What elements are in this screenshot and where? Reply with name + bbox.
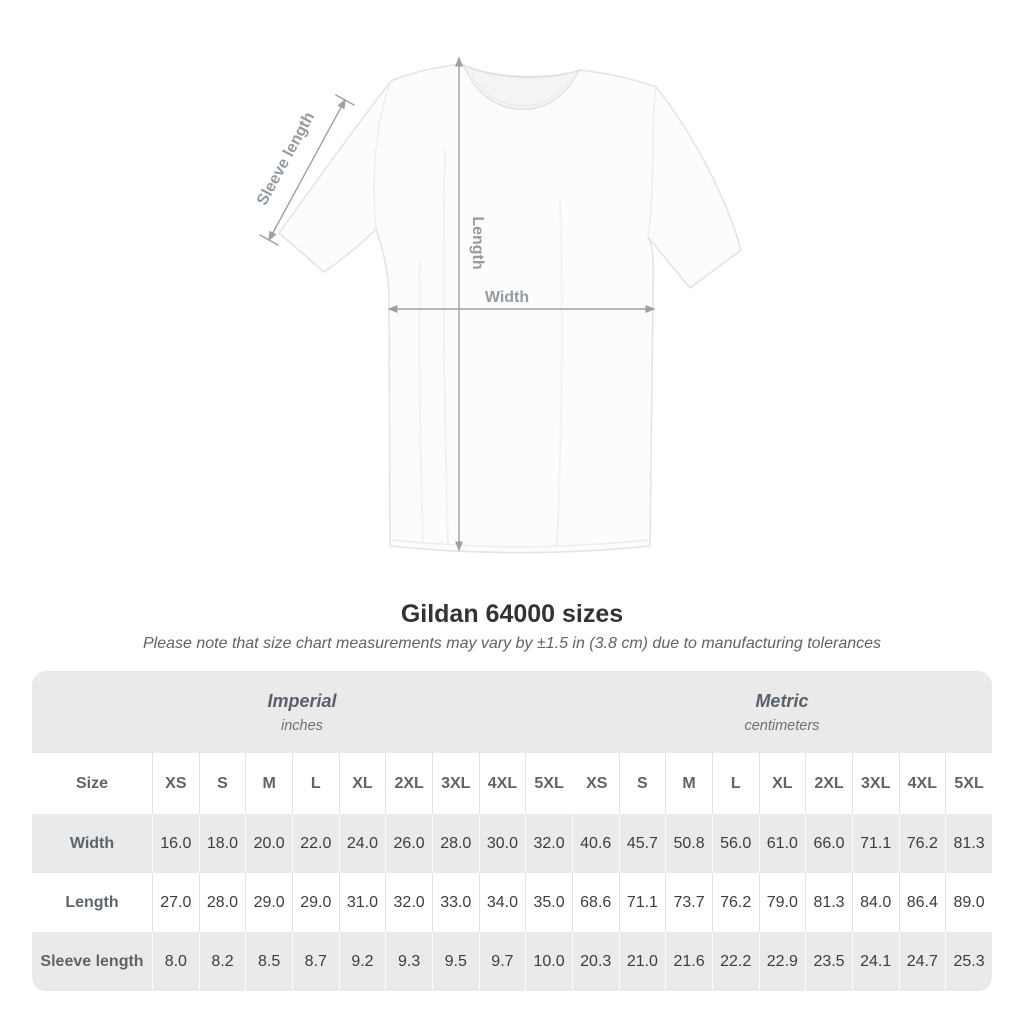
size-value-cell: 20.0 (245, 814, 292, 873)
imperial-header: Imperial inches (32, 671, 572, 753)
size-value-cell: 25.3 (945, 932, 992, 991)
size-value-cell: 79.0 (758, 873, 806, 932)
size-value-cell: 50.8 (665, 814, 712, 873)
size-value-cell: 76.2 (898, 814, 946, 873)
size-value-cell: 33.0 (431, 873, 479, 932)
size-value-cell: 16.0 (152, 814, 199, 873)
size-header-cell: XL (338, 753, 386, 814)
size-header-cell: XS (152, 753, 199, 814)
metric-header: Metric centimeters (571, 671, 992, 753)
size-value-cell: 71.1 (851, 814, 899, 873)
size-value-cell: 61.0 (758, 814, 806, 873)
page-subtitle: Please note that size chart measurements… (142, 635, 882, 652)
length-row: Length 27.0 28.0 29.0 29.0 31.0 32.0 33.… (32, 873, 992, 932)
size-value-cell: 28.0 (198, 873, 246, 932)
size-value-cell: 8.0 (152, 932, 199, 991)
size-header-cell: 4XL (478, 753, 526, 814)
size-header-cell: XL (758, 753, 806, 814)
size-header-cell: S (618, 753, 666, 814)
size-value-cell: 27.0 (152, 873, 199, 932)
size-value-cell: 20.3 (571, 932, 619, 991)
size-value-cell: 9.2 (338, 932, 386, 991)
size-value-cell: 71.1 (618, 873, 666, 932)
size-table: Imperial inches Metric centimeters Size … (32, 671, 992, 991)
size-header-cell: M (245, 753, 292, 814)
size-header-cell: 3XL (851, 753, 899, 814)
size-value-cell: 81.3 (945, 814, 992, 873)
size-value-cell: 9.7 (478, 932, 526, 991)
metric-title: Metric (755, 690, 809, 711)
size-header-cell: 3XL (431, 753, 479, 814)
size-value-cell: 35.0 (525, 873, 572, 932)
size-column-header: Size (32, 753, 152, 814)
imperial-title: Imperial (267, 690, 337, 711)
size-value-cell: 73.7 (665, 873, 712, 932)
size-value-cell: 29.0 (245, 873, 292, 932)
size-value-cell: 22.0 (291, 814, 339, 873)
row-label: Length (32, 873, 152, 932)
size-table-container: Imperial inches Metric centimeters Size … (32, 671, 992, 991)
size-value-cell: 21.0 (618, 932, 666, 991)
size-value-cell: 18.0 (198, 814, 246, 873)
size-header-row: Size XS S M L XL 2XL 3XL 4XL 5XL XS S M … (32, 753, 992, 814)
size-header-cell: L (291, 753, 339, 814)
size-header-cell: S (198, 753, 246, 814)
size-value-cell: 8.5 (245, 932, 292, 991)
row-label: Width (32, 814, 152, 873)
page-title: Gildan 64000 sizes (400, 600, 624, 628)
size-value-cell: 22.2 (711, 932, 759, 991)
size-header-cell: 5XL (945, 753, 992, 814)
row-label: Sleeve length (32, 932, 152, 991)
size-value-cell: 9.5 (431, 932, 479, 991)
size-header-cell: 2XL (805, 753, 852, 814)
size-value-cell: 10.0 (525, 932, 572, 991)
size-value-cell: 32.0 (385, 873, 432, 932)
sleeve-length-arrow (259, 94, 355, 246)
size-value-cell: 8.7 (291, 932, 339, 991)
size-value-cell: 34.0 (478, 873, 526, 932)
unit-system-row: Imperial inches Metric centimeters (32, 671, 992, 753)
size-value-cell: 24.7 (898, 932, 946, 991)
size-value-cell: 81.3 (805, 873, 852, 932)
size-header-cell: M (665, 753, 712, 814)
size-header-cell: 5XL (525, 753, 572, 814)
size-value-cell: 89.0 (945, 873, 992, 932)
size-value-cell: 45.7 (618, 814, 666, 873)
size-value-cell: 86.4 (898, 873, 946, 932)
size-value-cell: 22.9 (758, 932, 806, 991)
size-value-cell: 32.0 (525, 814, 572, 873)
length-label: Length (469, 216, 486, 269)
size-value-cell: 40.6 (571, 814, 619, 873)
size-header-cell: XS (571, 753, 619, 814)
size-value-cell: 56.0 (711, 814, 759, 873)
width-label: Width (485, 289, 529, 306)
tshirt-measurement-diagram: Sleeve length Length Width (254, 56, 742, 554)
metric-unit: centimeters (744, 717, 820, 734)
size-value-cell: 9.3 (385, 932, 432, 991)
size-header-cell: 2XL (385, 753, 432, 814)
sleeve-length-row: Sleeve length 8.0 8.2 8.5 8.7 9.2 9.3 9.… (32, 932, 992, 991)
size-value-cell: 8.2 (198, 932, 246, 991)
size-value-cell: 29.0 (291, 873, 339, 932)
size-value-cell: 23.5 (805, 932, 852, 991)
size-value-cell: 84.0 (851, 873, 899, 932)
size-value-cell: 26.0 (385, 814, 432, 873)
width-row: Width 16.0 18.0 20.0 22.0 24.0 26.0 28.0… (32, 814, 992, 873)
size-value-cell: 30.0 (478, 814, 526, 873)
size-value-cell: 31.0 (338, 873, 386, 932)
imperial-unit: inches (280, 717, 323, 734)
size-value-cell: 24.1 (851, 932, 899, 991)
size-header-cell: L (711, 753, 759, 814)
size-value-cell: 66.0 (805, 814, 852, 873)
size-value-cell: 28.0 (431, 814, 479, 873)
size-value-cell: 24.0 (338, 814, 386, 873)
size-value-cell: 68.6 (571, 873, 619, 932)
size-value-cell: 21.6 (665, 932, 712, 991)
size-value-cell: 76.2 (711, 873, 759, 932)
size-header-cell: 4XL (898, 753, 946, 814)
